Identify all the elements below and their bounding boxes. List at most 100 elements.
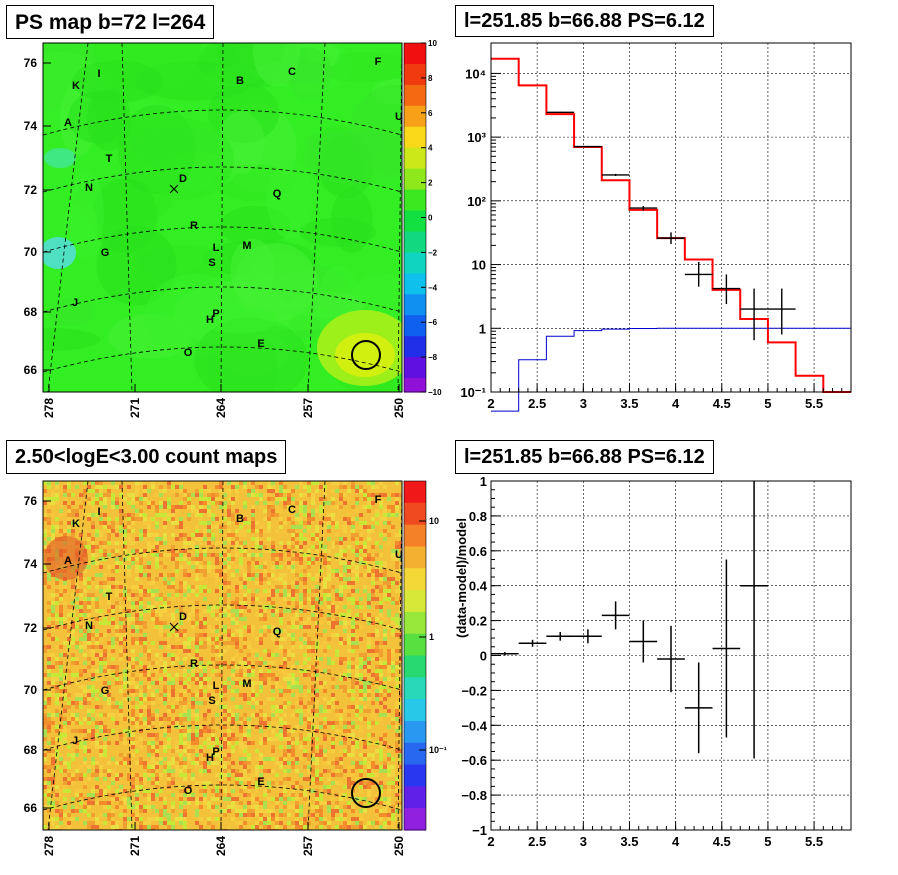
count-pixel — [395, 729, 399, 733]
count-pixel — [47, 769, 51, 773]
count-pixel — [231, 497, 235, 501]
count-pixel — [299, 809, 303, 813]
count-pixel — [91, 673, 95, 677]
source-label-c: C — [288, 66, 296, 78]
count-pixel — [151, 825, 155, 829]
count-pixel — [95, 573, 99, 577]
count-pixel — [319, 805, 323, 809]
count-pixel — [119, 689, 123, 693]
count-pixel — [87, 485, 91, 489]
count-pixel — [375, 553, 379, 557]
count-pixel — [243, 585, 247, 589]
count-pixel — [387, 577, 391, 581]
count-pixel — [291, 529, 295, 533]
count-pixel — [103, 793, 107, 797]
count-pixel — [291, 653, 295, 657]
count-pixel — [387, 589, 391, 593]
count-pixel — [123, 557, 127, 561]
count-pixel — [139, 609, 143, 613]
count-pixel — [271, 685, 275, 689]
count-pixel — [379, 789, 383, 793]
count-pixel — [59, 793, 63, 797]
count-pixel — [147, 717, 151, 721]
count-pixel — [327, 701, 331, 705]
count-pixel — [115, 589, 119, 593]
count-pixel — [167, 585, 171, 589]
count-pixel — [359, 653, 363, 657]
count-pixel — [251, 669, 255, 673]
count-pixel — [383, 537, 387, 541]
count-pixel — [379, 781, 383, 785]
count-pixel — [51, 537, 55, 541]
count-pixel — [263, 721, 267, 725]
count-pixel — [151, 593, 155, 597]
count-pixel — [259, 805, 263, 809]
count-pixel — [339, 641, 343, 645]
count-pixel — [123, 677, 127, 681]
count-pixel — [51, 617, 55, 621]
count-pixel — [319, 545, 323, 549]
count-pixel — [379, 673, 383, 677]
count-pixel — [327, 537, 331, 541]
count-pixel — [67, 629, 71, 633]
count-pixel — [371, 517, 375, 521]
count-pixel — [283, 589, 287, 593]
count-pixel — [83, 601, 87, 605]
count-pixel — [207, 629, 211, 633]
count-pixel — [191, 493, 195, 497]
count-pixel — [367, 733, 371, 737]
count-pixel — [247, 817, 251, 821]
count-pixel — [119, 569, 123, 573]
count-pixel — [247, 561, 251, 565]
count-pixel — [399, 557, 402, 561]
count-pixel — [63, 673, 67, 677]
count-pixel — [163, 641, 167, 645]
count-pixel — [375, 741, 379, 745]
count-pixel — [95, 529, 99, 533]
count-pixel — [367, 657, 371, 661]
count-pixel — [383, 797, 387, 801]
count-pixel — [223, 629, 227, 633]
count-pixel — [207, 525, 211, 529]
count-pixel — [363, 681, 367, 685]
count-pixel — [295, 813, 299, 817]
count-pixel — [151, 701, 155, 705]
count-pixel — [147, 577, 151, 581]
count-pixel — [151, 681, 155, 685]
count-pixel — [279, 485, 283, 489]
count-pixel — [179, 725, 183, 729]
count-pixel — [375, 521, 379, 525]
count-pixel — [131, 505, 135, 509]
count-pixel — [387, 585, 391, 589]
count-pixel — [119, 541, 123, 545]
count-pixel — [395, 685, 399, 689]
count-pixel — [323, 585, 327, 589]
count-pixel — [303, 505, 307, 509]
source-label-l: L — [213, 242, 220, 254]
count-pixel — [399, 665, 402, 669]
count-pixel — [163, 733, 167, 737]
count-pixel — [303, 541, 307, 545]
count-pixel — [375, 617, 379, 621]
count-pixel — [59, 685, 63, 689]
count-pixel — [399, 553, 402, 557]
count-pixel — [363, 661, 367, 665]
count-pixel — [83, 785, 87, 789]
count-pixel — [279, 705, 283, 709]
count-pixel — [115, 805, 119, 809]
count-pixel — [203, 633, 207, 637]
count-pixel — [275, 721, 279, 725]
count-pixel — [263, 565, 267, 569]
count-pixel — [283, 673, 287, 677]
count-pixel — [115, 541, 119, 545]
count-pixel — [155, 585, 159, 589]
count-pixel — [251, 813, 255, 817]
count-pixel — [335, 589, 339, 593]
count-pixel — [103, 653, 107, 657]
count-pixel — [83, 589, 87, 593]
count-pixel — [111, 501, 115, 505]
count-pixel — [215, 649, 219, 653]
count-pixel — [291, 645, 295, 649]
count-pixel — [119, 529, 123, 533]
count-pixel — [267, 665, 271, 669]
